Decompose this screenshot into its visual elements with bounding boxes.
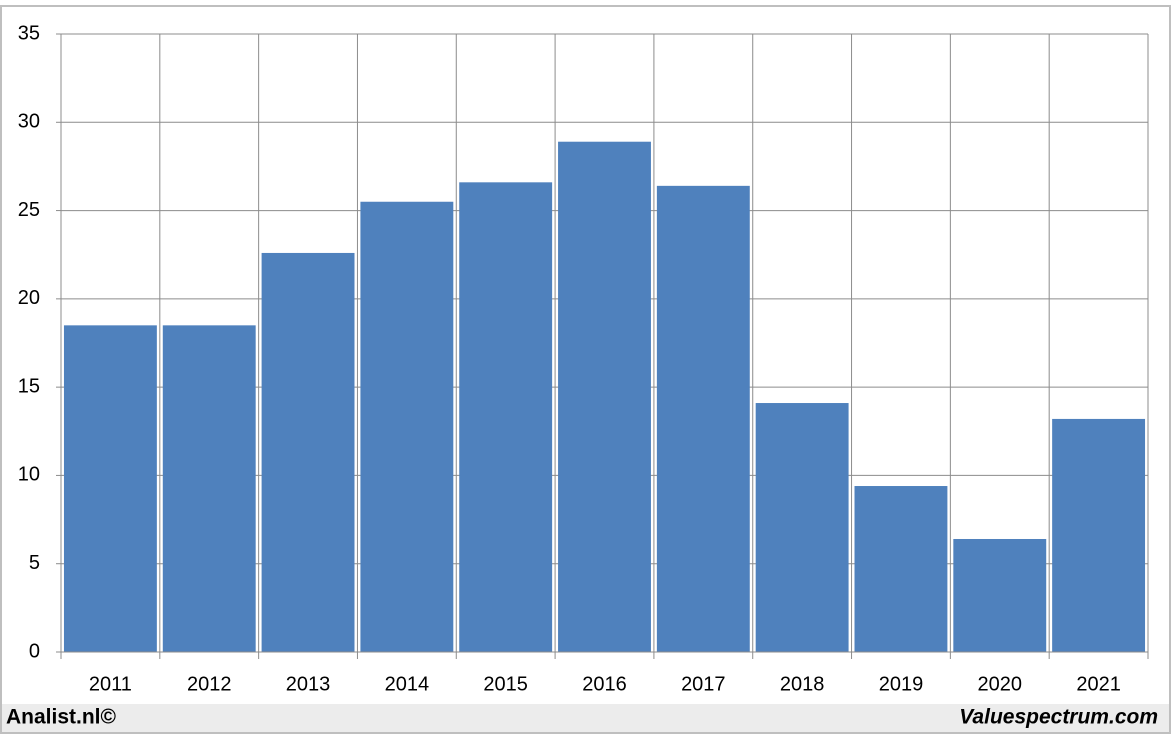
y-tick-label: 5 (29, 552, 40, 574)
bar (360, 201, 454, 652)
bar (656, 185, 750, 652)
x-tick-label: 2017 (681, 673, 726, 695)
bar (854, 486, 948, 652)
bar (459, 182, 553, 652)
x-tick-label: 2016 (582, 673, 627, 695)
bar (63, 325, 157, 652)
footer-band (2, 704, 1169, 732)
bar (1052, 418, 1146, 652)
footer-left: Analist.nl© (6, 706, 117, 729)
bar (755, 403, 849, 652)
x-tick-label: 2014 (385, 673, 430, 695)
y-tick-label: 30 (18, 111, 40, 133)
x-tick-label: 2013 (286, 673, 331, 695)
x-tick-label: 2018 (780, 673, 825, 695)
x-tick-label: 2019 (879, 673, 924, 695)
x-tick-label: 2021 (1076, 673, 1121, 695)
x-tick-label: 2012 (187, 673, 232, 695)
bar (162, 325, 256, 652)
x-tick-label: 2020 (978, 673, 1023, 695)
x-tick-label: 2015 (483, 673, 528, 695)
x-tick-label: 2011 (89, 673, 132, 695)
footer-right: Valuespectrum.com (959, 706, 1158, 729)
y-tick-label: 20 (18, 287, 40, 309)
bar (261, 252, 355, 652)
y-tick-label: 25 (18, 199, 40, 221)
bar (953, 538, 1047, 652)
y-tick-label: 0 (29, 640, 40, 662)
y-tick-label: 15 (18, 375, 40, 397)
bar (558, 141, 651, 653)
y-tick-label: 10 (18, 464, 40, 486)
y-tick-label: 35 (18, 22, 40, 44)
